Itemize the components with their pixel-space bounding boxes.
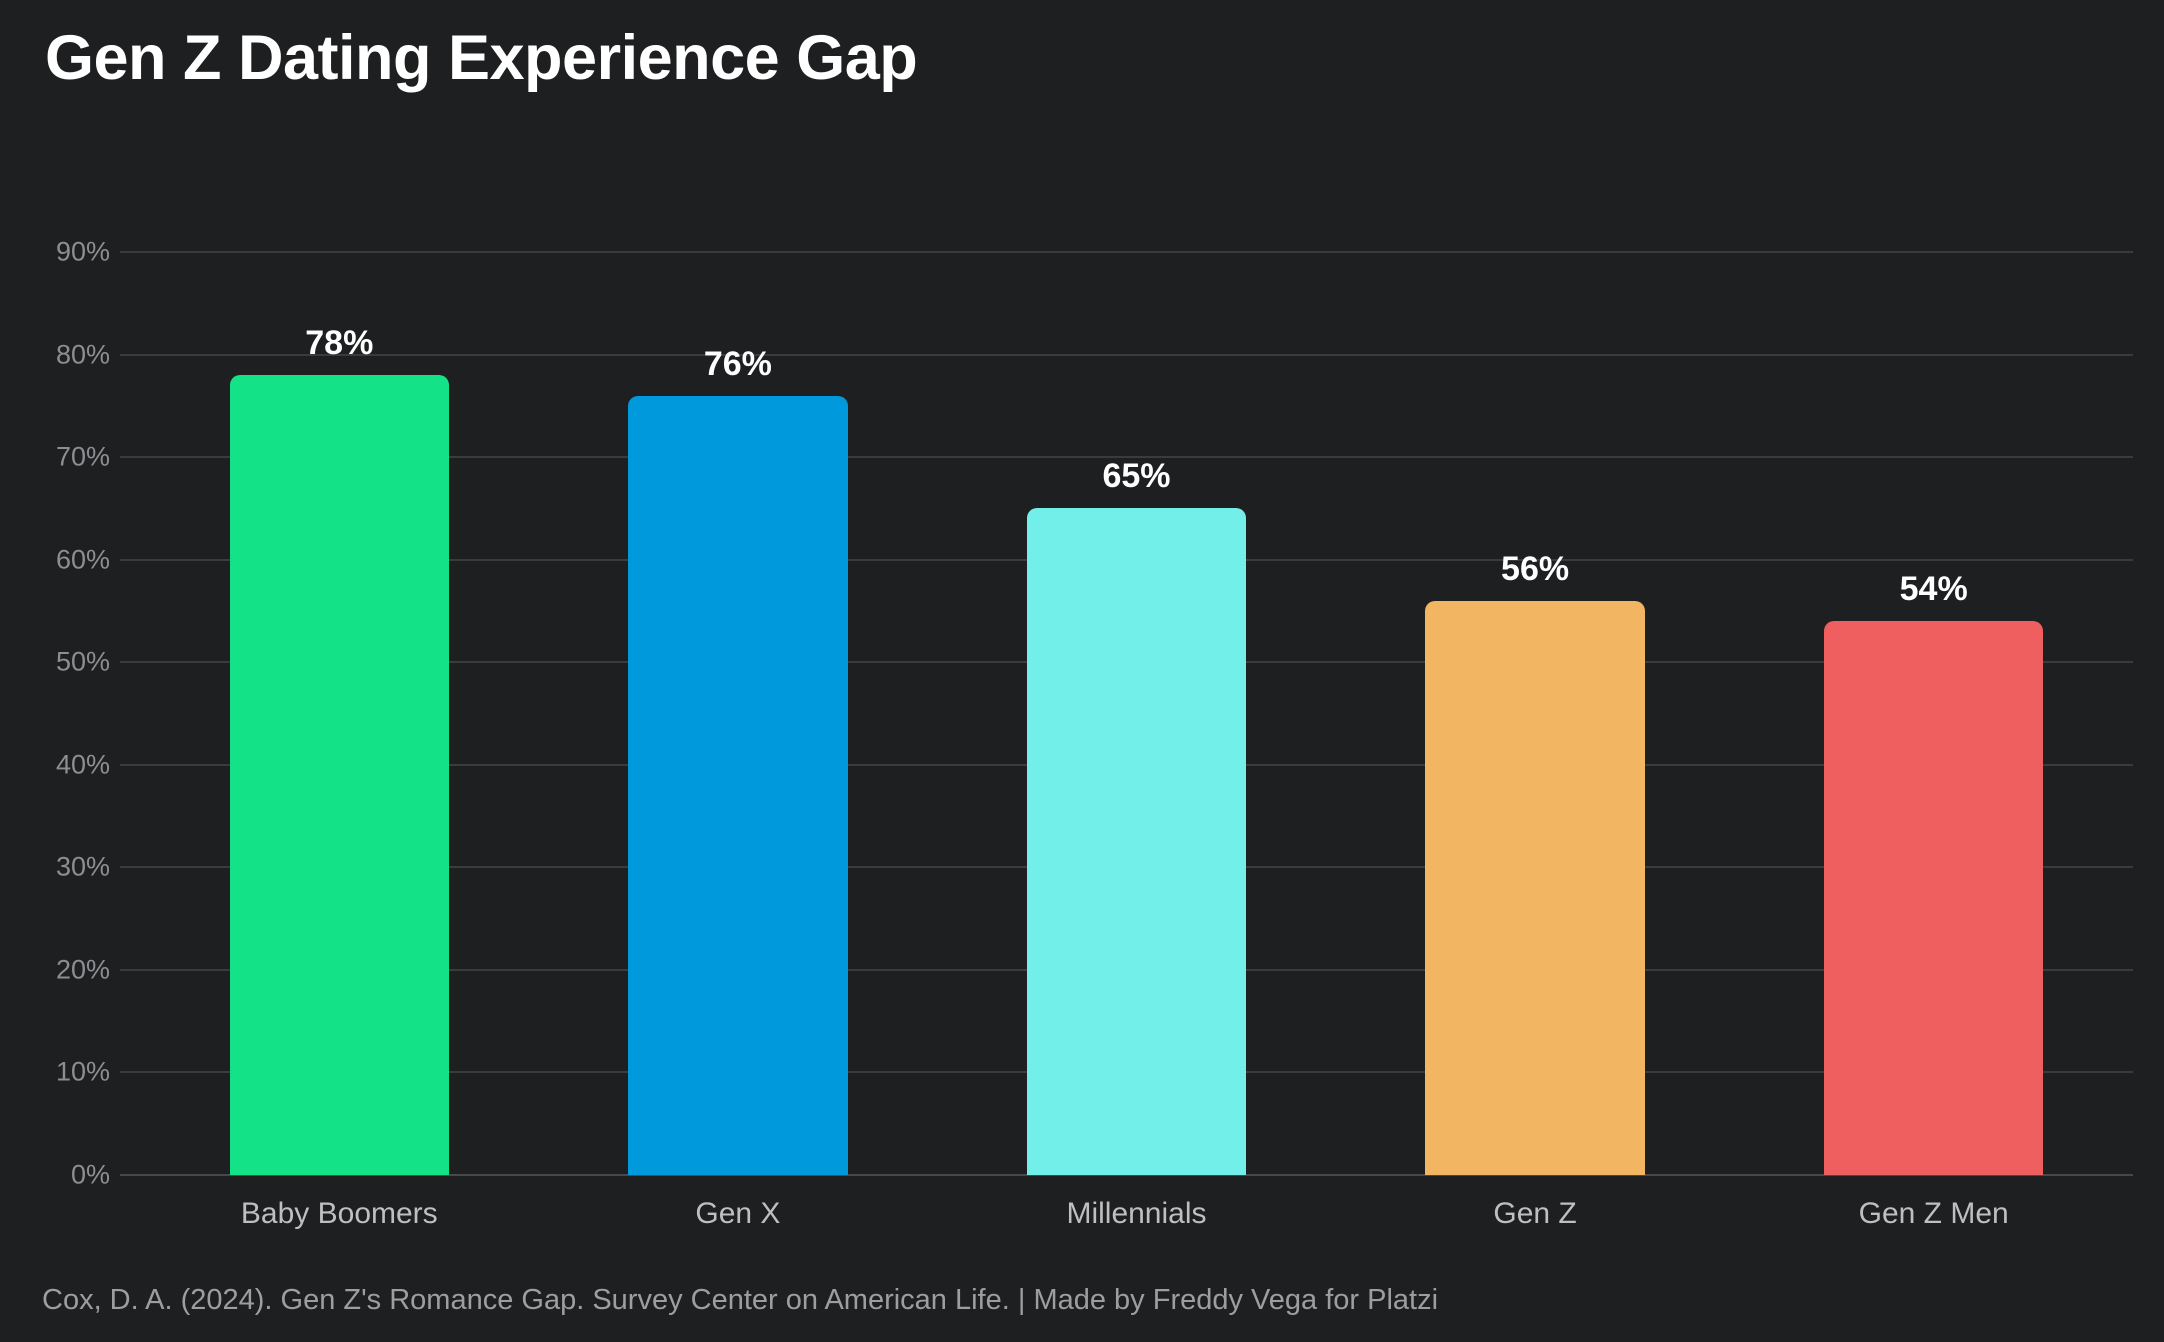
bar: 76% <box>628 345 848 1175</box>
y-axis-label: 40% <box>55 749 110 780</box>
footer-source: Cox, D. A. (2024). Gen Z's Romance Gap. … <box>42 1284 1439 1316</box>
y-axis-label: 50% <box>55 646 110 677</box>
y-axis-label: 70% <box>55 441 110 472</box>
x-axis-label: Gen Z Men <box>1858 1197 2009 1230</box>
y-axis-label: 30% <box>55 851 110 882</box>
y-axis-label: 80% <box>55 339 110 370</box>
bar: 54% <box>1824 570 2044 1175</box>
x-axis: Baby Boomers Gen X Millennials Gen Z Gen Z M… <box>140 1197 2133 1231</box>
bar-columns: 78% 76% 65% 56% 54% <box>140 252 2133 1175</box>
bar-column: 76% <box>539 252 938 1175</box>
y-axis-label: 90% <box>55 236 110 267</box>
plot-area: 78% 76% 65% 56% 54% <box>120 251 2133 1176</box>
y-axis-label: 0% <box>70 1159 110 1190</box>
bar-value-label: 76% <box>703 344 772 383</box>
bar-column: 65% <box>937 252 1336 1175</box>
x-axis-label: Baby Boomers <box>240 1197 438 1230</box>
x-axis-label: Gen Z <box>1493 1197 1577 1230</box>
bar-value-label: 65% <box>1102 457 1171 496</box>
bar: 65% <box>1026 457 1247 1175</box>
gridline <box>120 1174 2133 1176</box>
x-axis-label: Millennials <box>1066 1197 1207 1230</box>
bar: 56% <box>1425 550 1645 1175</box>
page-title: Gen Z Dating Experience Gap <box>45 23 918 93</box>
gridline <box>120 251 2133 253</box>
bar-column: 78% <box>140 252 539 1175</box>
y-axis-label: 20% <box>55 954 110 985</box>
x-axis-label: Gen X <box>695 1197 781 1230</box>
bar-value-label: 56% <box>1501 549 1570 588</box>
bar-column: 54% <box>1734 252 2133 1175</box>
bar-value-label: 78% <box>305 324 374 363</box>
bar-value-label: 54% <box>1899 570 1968 609</box>
bar-column: 56% <box>1336 252 1735 1175</box>
gridline <box>120 353 2133 356</box>
y-axis-label: 10% <box>55 1056 110 1087</box>
bar: 78% <box>229 324 449 1175</box>
gridline <box>120 456 2133 459</box>
y-axis: 0% 10% 20% 30% 40% 50% 60% 70% 80% 90% <box>0 237 110 1190</box>
y-axis-label: 60% <box>55 544 110 575</box>
